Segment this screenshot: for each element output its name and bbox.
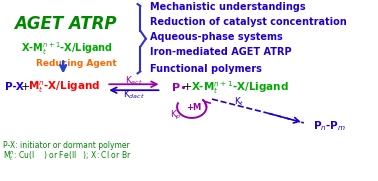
Text: Functional polymers: Functional polymers — [150, 64, 262, 74]
Text: Mechanistic understandings: Mechanistic understandings — [150, 2, 305, 12]
Text: M$_t^n$-X/Ligand: M$_t^n$-X/Ligand — [28, 79, 100, 95]
Text: Aqueous-phase systems: Aqueous-phase systems — [150, 32, 282, 42]
Text: K$_{act}$: K$_{act}$ — [125, 74, 143, 87]
Text: Reduction of catalyst concentration: Reduction of catalyst concentration — [150, 17, 346, 27]
Text: P$\bullet$: P$\bullet$ — [170, 81, 186, 93]
Text: K$_{dact}$: K$_{dact}$ — [123, 89, 145, 101]
Text: +: + — [21, 82, 30, 92]
Text: K$_p$: K$_p$ — [170, 108, 182, 121]
Text: P-X: initiator or dormant polymer: P-X: initiator or dormant polymer — [3, 141, 130, 150]
Text: M$_t^n$: Cu(I    ) or Fe(II   ); X: Cl or Br: M$_t^n$: Cu(I ) or Fe(II ); X: Cl or Br — [3, 150, 132, 163]
Text: +: + — [183, 82, 192, 92]
Text: Iron-mediated AGET ATRP: Iron-mediated AGET ATRP — [150, 47, 291, 57]
Text: X-M$_t^{n+1}$-X/Ligand: X-M$_t^{n+1}$-X/Ligand — [21, 40, 113, 57]
Text: X-M$_t^{n+1}$-X/Ligand: X-M$_t^{n+1}$-X/Ligand — [191, 79, 289, 96]
Text: P-X: P-X — [5, 82, 24, 92]
Text: AGET ATRP: AGET ATRP — [14, 15, 116, 33]
Text: +M: +M — [186, 102, 201, 111]
Text: P$_n$-P$_m$: P$_n$-P$_m$ — [313, 119, 346, 133]
Text: K$_t$: K$_t$ — [234, 96, 245, 108]
Text: Reducing Agent: Reducing Agent — [36, 59, 116, 68]
